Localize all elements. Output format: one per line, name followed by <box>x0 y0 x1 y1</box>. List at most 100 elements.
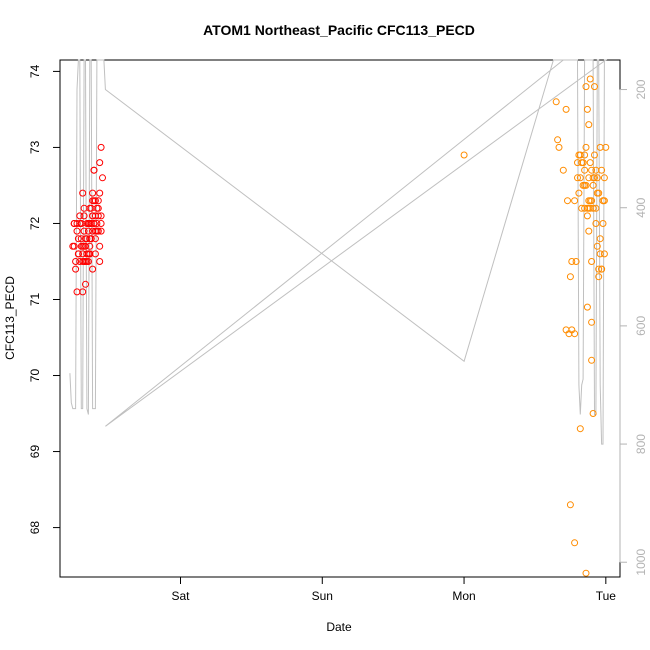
data-point-s2-39 <box>593 242 601 250</box>
x-axis-label: Date <box>326 620 352 634</box>
data-point-s1-62 <box>76 258 84 265</box>
data-point-s1-19 <box>76 212 84 220</box>
data-point-s2-63 <box>599 197 607 205</box>
data-point-s2-16 <box>581 151 589 159</box>
data-point-s1-68 <box>93 204 101 212</box>
data-point-s2-72 <box>566 501 574 509</box>
data-point-s2-68 <box>585 227 593 235</box>
data-point-s2-20 <box>586 75 594 83</box>
y-axis: 68 69 70 71 72 73 74 <box>28 64 61 535</box>
data-point-s2-1 <box>552 98 560 106</box>
data-point-s1-59 <box>91 227 99 235</box>
y-tick-label-4: 72 <box>28 216 42 230</box>
y-tick-label-6: 74 <box>28 64 42 78</box>
data-point-s2-17 <box>582 83 590 91</box>
data-point-s1-74 <box>86 204 94 212</box>
data-point-s2-78 <box>565 330 573 338</box>
data-point-s2-48 <box>578 159 586 167</box>
data-point-s1-12 <box>86 242 94 250</box>
data-point-s1-43 <box>97 220 105 227</box>
data-point-s1-80 <box>73 220 81 227</box>
data-point-s2-51 <box>582 143 590 151</box>
right-axis: 200 400 600 800 1000 <box>619 79 648 576</box>
y-axis-label: CFC113_PECD <box>3 276 17 360</box>
data-point-s2-22 <box>589 181 597 189</box>
data-point-s2-6 <box>564 197 571 205</box>
data-point-s2-25 <box>593 174 601 182</box>
data-point-s2-41 <box>596 235 604 243</box>
data-point-s1-31 <box>89 265 97 273</box>
data-point-s2-61 <box>596 250 604 258</box>
right-tick-label-0: 200 <box>634 79 648 99</box>
depth-line <box>69 59 608 445</box>
x-axis: Sat Sun Mon Tue <box>171 576 617 603</box>
x-tick-label-0: Sat <box>171 589 190 603</box>
data-point-s2-59 <box>593 189 601 197</box>
data-point-s1-42 <box>96 189 104 197</box>
data-point-s1-69 <box>96 258 104 265</box>
data-point-s2-79 <box>568 258 576 265</box>
data-point-s2-70 <box>588 356 596 364</box>
right-tick-label-1: 400 <box>634 197 648 217</box>
data-point-s2-5 <box>562 105 570 113</box>
data-point-s2-75 <box>582 569 590 577</box>
data-point-s1-48 <box>90 166 98 174</box>
data-point-s1-17 <box>70 242 78 250</box>
data-point-s1-81 <box>70 220 78 227</box>
data-point-s1-63 <box>79 250 87 258</box>
data-point-s1-50 <box>93 220 101 227</box>
data-point-s2-56 <box>589 174 597 182</box>
data-point-s2-45 <box>574 174 581 182</box>
data-point-s2-76 <box>588 318 596 326</box>
x-tick-label-3: Tue <box>596 589 617 603</box>
data-point-s2-10 <box>572 258 580 265</box>
data-point-s1-22 <box>84 227 92 235</box>
data-point-s2-13 <box>576 174 584 182</box>
data-point-s2-81 <box>581 166 589 174</box>
depth-line-layer <box>69 59 608 445</box>
data-point-s2-62 <box>598 265 606 273</box>
data-point-s2-28 <box>598 166 606 174</box>
y-tick-label-1: 69 <box>28 445 42 459</box>
data-point-s1-78 <box>79 242 87 250</box>
right-tick-label-2: 600 <box>634 316 648 336</box>
data-point-s1-37 <box>89 189 97 197</box>
data-point-s2-30 <box>600 250 608 258</box>
data-point-s1-79 <box>80 258 88 265</box>
data-point-s2-46 <box>575 189 583 197</box>
data-point-s1-67 <box>90 220 98 227</box>
data-point-s2-29 <box>599 220 607 227</box>
data-point-s1-3 <box>73 288 81 296</box>
data-point-s1-76 <box>91 235 99 243</box>
data-point-s1-2 <box>72 265 80 273</box>
data-point-s1-82 <box>96 159 104 167</box>
data-point-s2-31 <box>602 143 610 151</box>
data-point-s1-18 <box>73 227 81 235</box>
x-tick-label-2: Mon <box>452 589 475 603</box>
data-point-s2-80 <box>571 197 579 205</box>
data-point-s2-21 <box>588 166 596 174</box>
data-point-s2-82 <box>585 197 593 205</box>
data-point-s1-75 <box>89 212 97 220</box>
data-point-s1-72 <box>80 227 88 235</box>
data-point-s1-60 <box>94 197 102 205</box>
data-point-s1-83 <box>97 143 105 151</box>
data-point-s2-18 <box>583 105 591 113</box>
data-point-s1-77 <box>94 227 102 235</box>
y-tick-label-0: 68 <box>28 521 42 535</box>
data-point-s2-47 <box>576 151 584 159</box>
data-point-s2-3 <box>555 143 563 151</box>
data-point-s1-73 <box>83 220 91 227</box>
right-tick-label-4: 1000 <box>634 549 648 576</box>
chart-title: ATOM1 Northeast_Pacific CFC113_PECD <box>203 22 475 38</box>
data-point-s1-34 <box>84 258 92 265</box>
y-tick-label-5: 73 <box>28 140 42 154</box>
data-point-s2-60 <box>595 273 603 281</box>
data-point-s2-19 <box>585 121 593 129</box>
data-point-s2-64 <box>600 174 608 182</box>
data-point-s1-70 <box>74 250 82 258</box>
data-point-s2-4 <box>559 166 567 174</box>
data-point-s2-69 <box>586 204 594 212</box>
data-point-s2-73 <box>571 539 579 547</box>
